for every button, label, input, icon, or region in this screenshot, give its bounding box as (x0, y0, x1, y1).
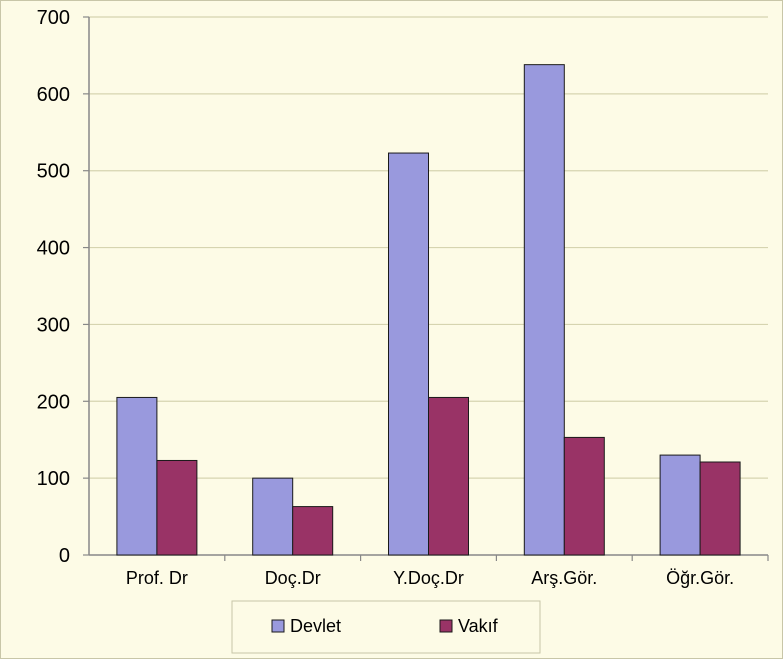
y-tick-label-200: 200 (37, 391, 70, 413)
bar-vakıf-3 (563, 436, 605, 556)
bar-devlet-1 (252, 477, 294, 556)
y-tick-label-700: 700 (37, 7, 70, 29)
bar-devlet-3 (523, 64, 565, 556)
bar-devlet-0 (116, 396, 158, 556)
bar-vakıf-2 (428, 396, 469, 556)
x-category-label-2: Y.Doç.Dr (393, 568, 464, 588)
x-category-labels: Prof. Dr Doç.Dr Y.Doç.Dr Arş.Gör. Öğr.Gör. (126, 555, 769, 588)
bar-devlet-2 (388, 152, 429, 556)
y-tick-label-600: 600 (37, 84, 70, 106)
y-tick-label-0: 0 (59, 545, 70, 567)
bar-vakıf-4 (699, 461, 741, 556)
y-tick-label-400: 400 (37, 238, 70, 260)
y-tick-label-300: 300 (37, 314, 70, 336)
y-tick-labels: 0 100 200 300 400 500 600 700 (37, 7, 89, 567)
bar-devlet-4 (659, 454, 701, 556)
bar-vakıf-1 (292, 506, 334, 556)
legend-swatch-devlet (271, 619, 285, 633)
x-category-label-4: Öğr.Gör. (666, 568, 734, 588)
y-tick-label-500: 500 (37, 161, 70, 183)
legend-swatch-vakıf (439, 619, 453, 633)
legend: Devlet Vakıf (231, 600, 541, 654)
legend-label-vakıf: Vakıf (458, 616, 499, 636)
legend-label-devlet: Devlet (290, 616, 341, 636)
x-category-label-0: Prof. Dr (126, 568, 188, 588)
x-category-label-1: Doç.Dr (265, 568, 321, 588)
y-tick-label-100: 100 (37, 468, 70, 490)
bars (116, 64, 741, 556)
x-category-label-3: Arş.Gör. (531, 568, 597, 588)
bar-vakıf-0 (156, 459, 198, 556)
